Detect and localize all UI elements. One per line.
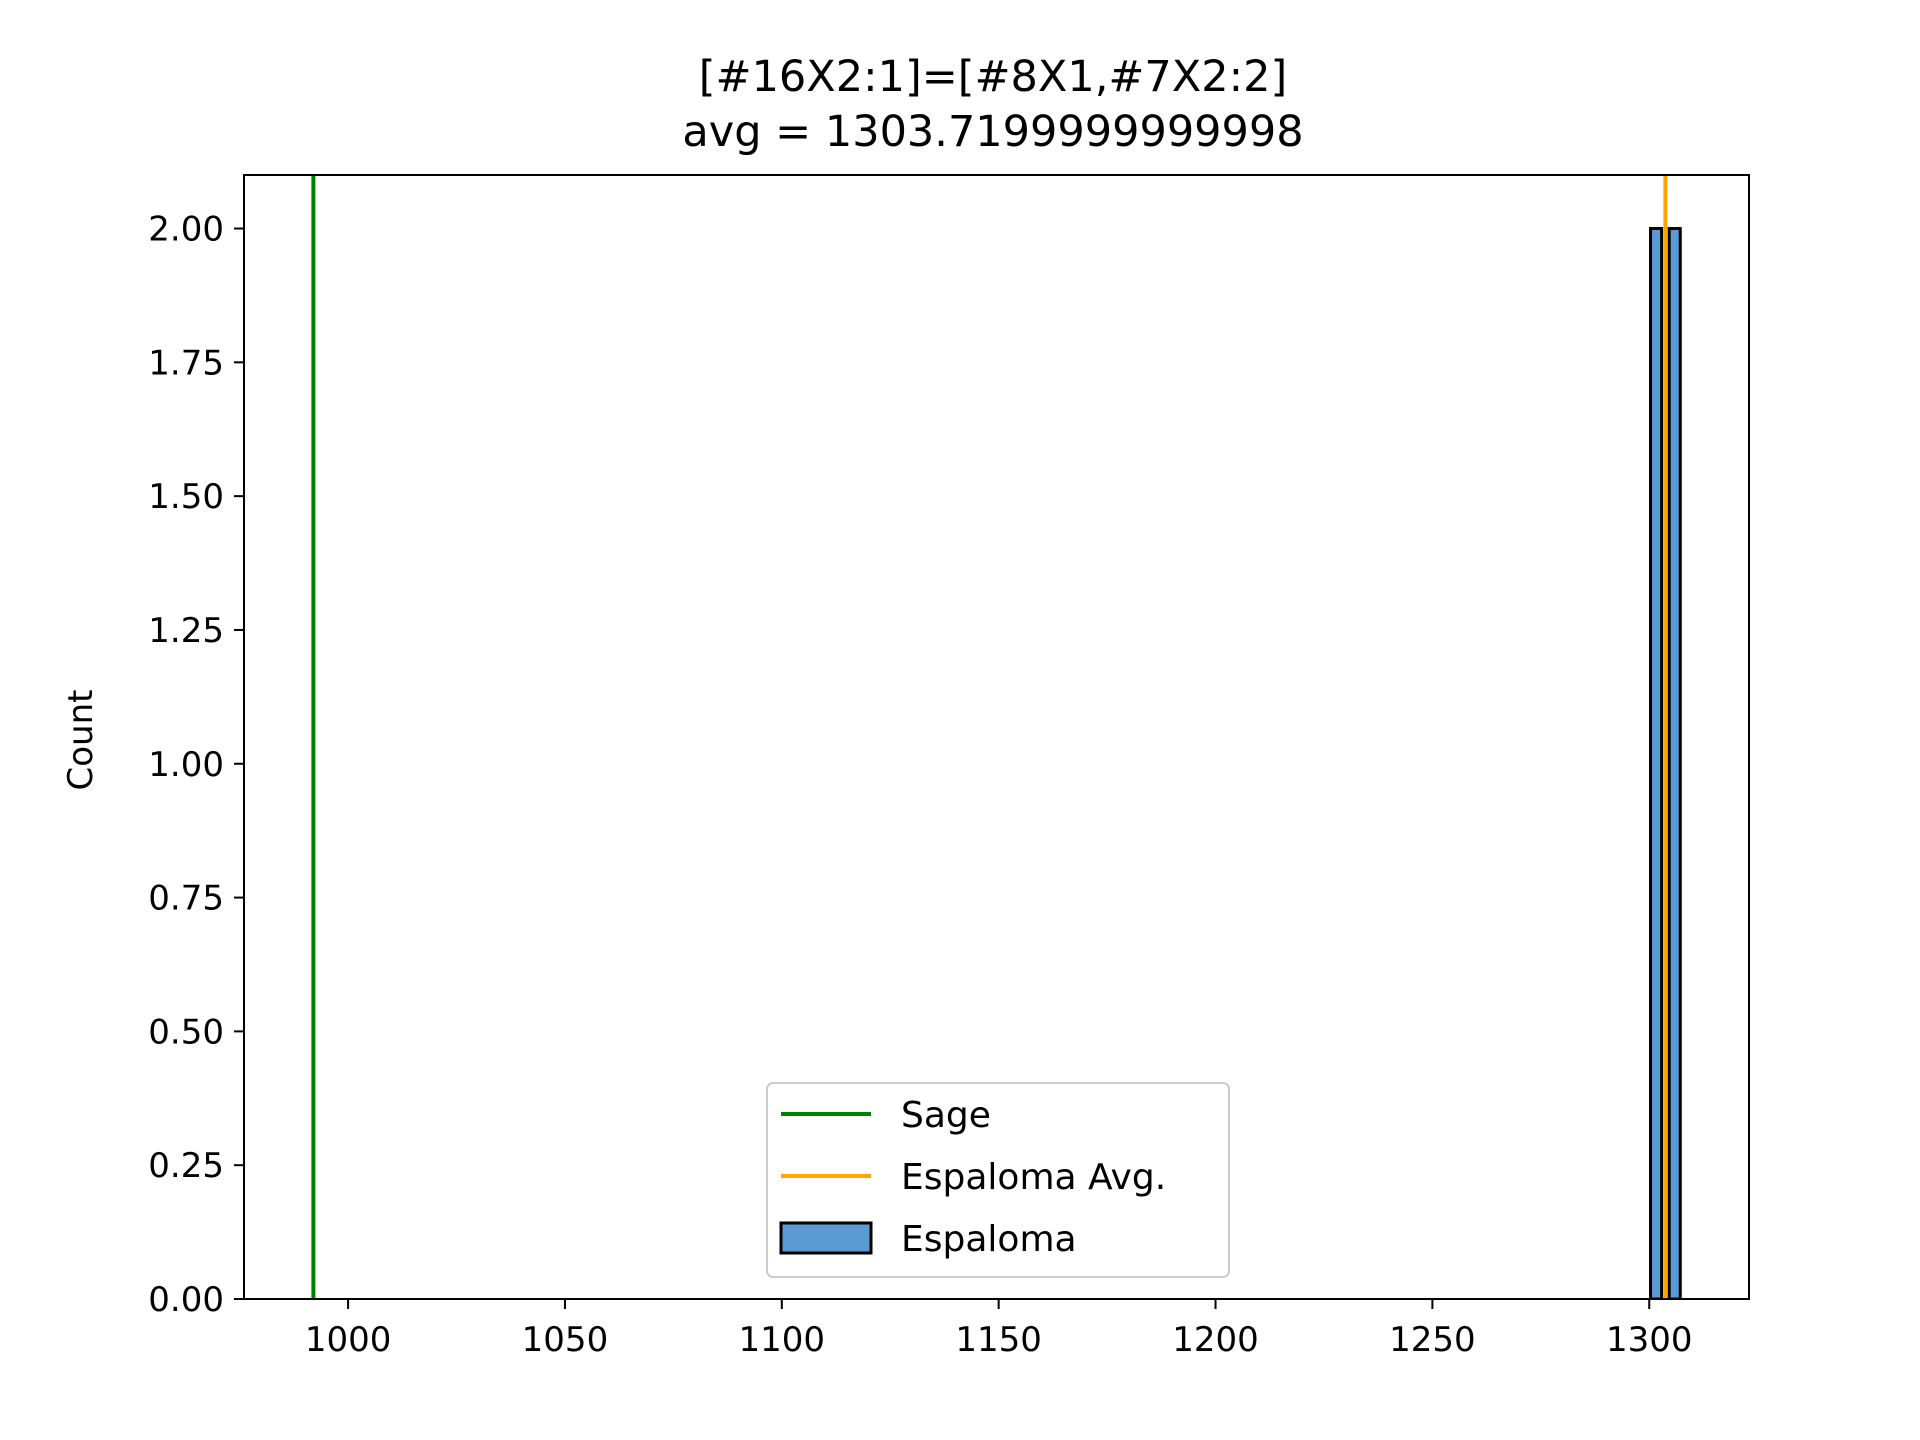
histogram-bar-1 <box>1649 227 1664 1299</box>
y-tick-label: 1.75 <box>148 343 224 383</box>
y-tick-label: 0.50 <box>148 1012 224 1052</box>
legend-swatch-espaloma <box>779 1221 873 1255</box>
chart-subtitle: avg = 1303.7199999999998 <box>682 107 1303 157</box>
x-tick-label: 1100 <box>739 1320 826 1360</box>
x-tick-label: 1200 <box>1172 1320 1259 1360</box>
y-axis-label: Count <box>61 690 101 791</box>
x-tick-label: 1250 <box>1389 1320 1476 1360</box>
legend-label-espaloma-avg: Espaloma Avg. <box>901 1157 1166 1198</box>
x-tick-label: 1050 <box>522 1320 609 1360</box>
histogram-bar-2 <box>1667 227 1682 1299</box>
legend-label-sage: Sage <box>901 1095 991 1136</box>
axes-frame <box>243 174 1750 1300</box>
y-tick-label: 1.25 <box>148 611 224 651</box>
x-tick-label: 1000 <box>305 1320 392 1360</box>
plot-area: 1000 1050 1100 1150 1200 1250 1300 0.00 0.25 0.50… <box>148 174 1750 1360</box>
y-tick-label: 0.25 <box>148 1146 224 1186</box>
y-tick-label: 1.50 <box>148 477 224 517</box>
legend: Sage Espaloma Avg. Espaloma <box>766 1082 1230 1278</box>
plot-data-layer <box>311 175 1682 1299</box>
legend-box <box>766 1082 1230 1278</box>
y-tick-label: 2.00 <box>148 210 224 250</box>
x-tick-label: 1150 <box>955 1320 1042 1360</box>
legend-label-espaloma: Espaloma <box>901 1219 1077 1260</box>
y-tick-label: 0.75 <box>148 879 224 919</box>
chart-title: [#16X2:1]=[#8X1,#7X2:2] <box>699 52 1287 102</box>
y-tick-label: 1.00 <box>148 745 224 785</box>
x-tick-label: 1300 <box>1606 1320 1693 1360</box>
y-tick-label: 0.00 <box>148 1280 224 1320</box>
